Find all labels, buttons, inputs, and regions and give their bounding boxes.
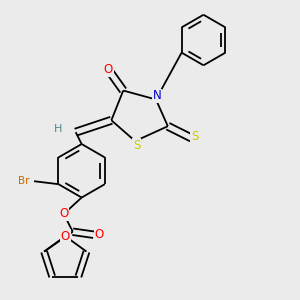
Text: O: O — [61, 230, 70, 243]
Text: O: O — [104, 63, 113, 76]
Text: S: S — [191, 130, 198, 143]
Text: N: N — [153, 89, 162, 102]
Text: O: O — [94, 228, 104, 241]
Text: Br: Br — [18, 176, 29, 186]
Text: H: H — [54, 124, 62, 134]
Text: S: S — [133, 139, 140, 152]
Text: O: O — [59, 207, 68, 220]
